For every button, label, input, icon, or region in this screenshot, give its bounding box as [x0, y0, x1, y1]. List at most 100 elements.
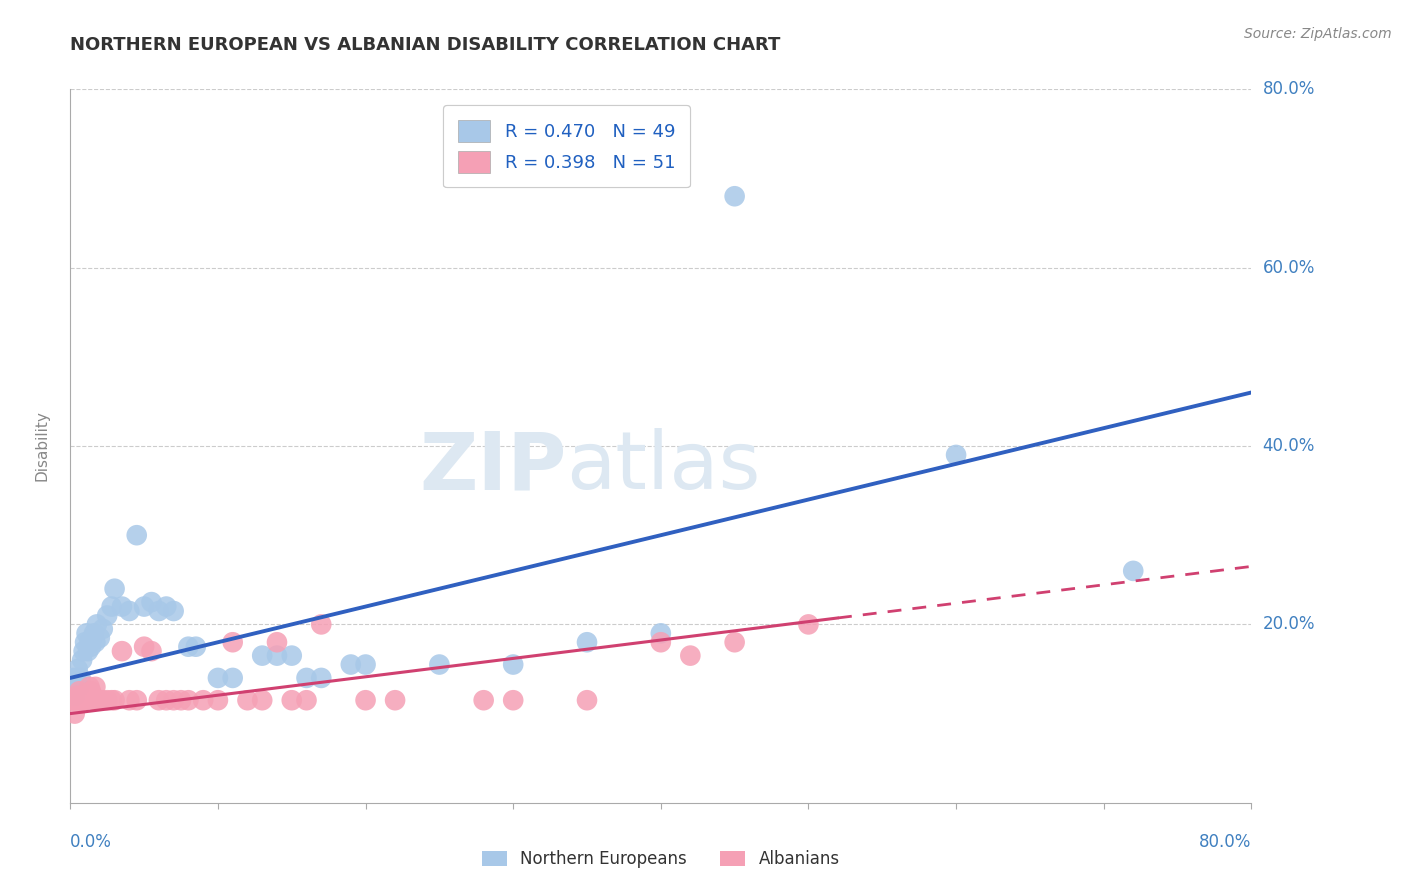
- Point: [82, 631, 104, 645]
- Legend: Northern Europeans, Albanians: Northern Europeans, Albanians: [475, 844, 846, 875]
- Point: [83, 626, 105, 640]
- Point: [67, 684, 90, 698]
- Text: 60.0%: 60.0%: [1263, 259, 1315, 277]
- Point: [170, 693, 193, 707]
- Point: [148, 604, 170, 618]
- Point: [82, 689, 104, 703]
- Point: [80, 684, 103, 698]
- Point: [79, 680, 101, 694]
- Point: [222, 635, 245, 649]
- Point: [250, 693, 273, 707]
- Text: Source: ZipAtlas.com: Source: ZipAtlas.com: [1244, 27, 1392, 41]
- Point: [125, 693, 148, 707]
- Point: [66, 662, 89, 676]
- Point: [76, 689, 98, 703]
- Y-axis label: Disability: Disability: [35, 410, 49, 482]
- Point: [650, 635, 672, 649]
- Point: [163, 604, 186, 618]
- Point: [295, 671, 318, 685]
- Point: [177, 693, 200, 707]
- Point: [354, 657, 377, 672]
- Point: [66, 689, 89, 703]
- Point: [679, 648, 702, 663]
- Point: [100, 599, 122, 614]
- Text: ZIP: ZIP: [419, 428, 567, 507]
- Point: [797, 617, 820, 632]
- Point: [309, 671, 333, 685]
- Point: [60, 693, 83, 707]
- Point: [1122, 564, 1144, 578]
- Point: [72, 693, 94, 707]
- Point: [354, 693, 377, 707]
- Point: [141, 595, 163, 609]
- Point: [207, 693, 229, 707]
- Point: [79, 635, 101, 649]
- Point: [384, 693, 406, 707]
- Text: 80.0%: 80.0%: [1199, 833, 1251, 851]
- Point: [295, 693, 318, 707]
- Point: [132, 640, 156, 654]
- Point: [266, 635, 288, 649]
- Point: [91, 693, 114, 707]
- Point: [104, 582, 127, 596]
- Point: [89, 631, 111, 645]
- Point: [84, 635, 107, 649]
- Legend: R = 0.470   N = 49, R = 0.398   N = 51: R = 0.470 N = 49, R = 0.398 N = 51: [443, 105, 689, 187]
- Point: [132, 599, 156, 614]
- Point: [69, 671, 91, 685]
- Point: [340, 657, 363, 672]
- Point: [65, 693, 87, 707]
- Point: [427, 657, 450, 672]
- Point: [236, 693, 259, 707]
- Point: [76, 626, 98, 640]
- Point: [83, 693, 105, 707]
- Point: [62, 693, 84, 707]
- Point: [723, 635, 745, 649]
- Point: [250, 648, 273, 663]
- Point: [222, 671, 245, 685]
- Point: [472, 693, 495, 707]
- Point: [60, 680, 83, 694]
- Point: [184, 640, 207, 654]
- Point: [177, 640, 200, 654]
- Point: [309, 617, 333, 632]
- Point: [96, 608, 118, 623]
- Point: [266, 648, 288, 663]
- Point: [77, 689, 100, 703]
- Point: [86, 617, 108, 632]
- Point: [207, 671, 229, 685]
- Point: [70, 693, 93, 707]
- Point: [80, 640, 103, 654]
- Point: [502, 693, 524, 707]
- Point: [72, 644, 94, 658]
- Point: [69, 693, 91, 707]
- Point: [91, 622, 114, 636]
- Point: [63, 689, 86, 703]
- Text: atlas: atlas: [567, 428, 761, 507]
- Text: NORTHERN EUROPEAN VS ALBANIAN DISABILITY CORRELATION CHART: NORTHERN EUROPEAN VS ALBANIAN DISABILITY…: [70, 36, 780, 54]
- Text: 20.0%: 20.0%: [1263, 615, 1315, 633]
- Point: [125, 528, 148, 542]
- Point: [65, 671, 87, 685]
- Point: [84, 680, 107, 694]
- Point: [155, 693, 177, 707]
- Point: [148, 693, 170, 707]
- Point: [62, 671, 84, 685]
- Point: [575, 635, 598, 649]
- Text: 0.0%: 0.0%: [70, 833, 112, 851]
- Point: [86, 693, 108, 707]
- Point: [111, 644, 134, 658]
- Text: 80.0%: 80.0%: [1263, 80, 1315, 98]
- Point: [75, 693, 96, 707]
- Point: [281, 648, 304, 663]
- Point: [723, 189, 745, 203]
- Point: [111, 599, 134, 614]
- Point: [70, 653, 93, 667]
- Point: [63, 706, 86, 721]
- Point: [75, 635, 96, 649]
- Point: [89, 693, 111, 707]
- Point: [650, 626, 672, 640]
- Point: [163, 693, 186, 707]
- Point: [100, 693, 122, 707]
- Point: [67, 680, 90, 694]
